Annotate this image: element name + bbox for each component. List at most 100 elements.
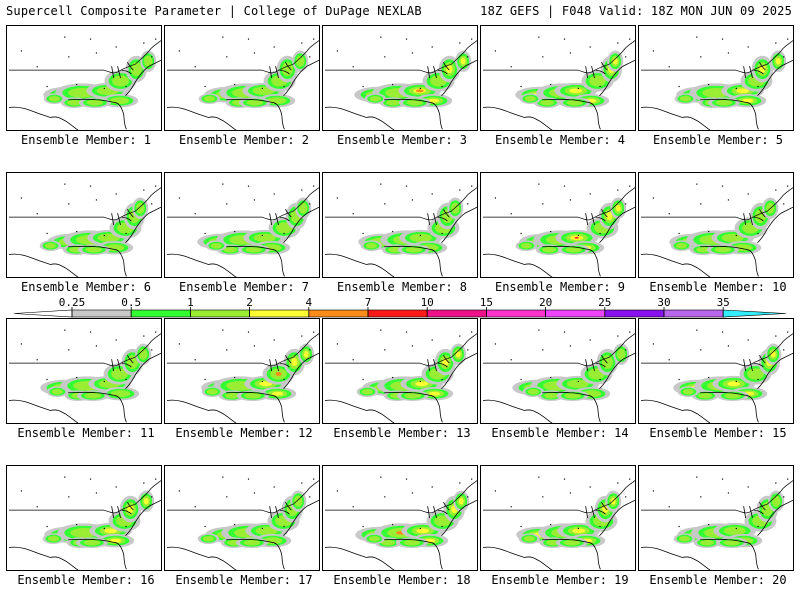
map-frame (164, 465, 320, 571)
map-marker-dot (700, 349, 702, 351)
map-marker-dot (678, 378, 680, 381)
map-marker-dot (380, 36, 382, 38)
map-marker-dot (678, 85, 680, 88)
map-marker-dot (520, 525, 522, 528)
map-marker-dot (143, 335, 145, 337)
coastline (8, 352, 161, 423)
map-marker-dot (542, 56, 544, 58)
ensemble-map (482, 476, 635, 570)
map-marker-dot (273, 339, 275, 341)
map-frame (322, 25, 478, 131)
map-marker-dot (617, 335, 619, 337)
scp-shading (85, 246, 103, 253)
ensemble-map (324, 36, 477, 130)
colorbar-bin (722, 309, 787, 318)
scp-shading (110, 390, 131, 398)
map-marker-dot (178, 197, 181, 199)
ensemble-member-label: Ensemble Member: 12 (175, 426, 313, 440)
map-marker-dot (204, 85, 206, 88)
colorbar-tick-label: 0.25 (59, 296, 86, 309)
great-lakes-outline (427, 62, 450, 79)
scp-shading (259, 381, 273, 387)
map-marker-dot (384, 203, 386, 205)
map-marker-dot (542, 496, 544, 498)
map-marker-dot (115, 193, 117, 195)
ensemble-map (482, 183, 635, 277)
scp-shading (296, 55, 305, 67)
ensemble-map (482, 329, 635, 423)
map-marker-dot (234, 230, 236, 233)
map-frame (638, 172, 794, 278)
map-marker-dot (253, 492, 256, 494)
scp-shading (203, 95, 215, 102)
map-marker-dot (459, 335, 461, 337)
map-marker-dot (783, 496, 785, 498)
map-marker-dot (569, 52, 572, 54)
map-marker-dot (352, 359, 354, 361)
map-marker-dot (419, 87, 421, 90)
ensemble-member-label: Ensemble Member: 4 (494, 133, 626, 147)
scp-shading (206, 388, 218, 395)
ensemble-member-label: Ensemble Member: 1 (20, 133, 152, 147)
scp-shading (51, 388, 63, 395)
ensemble-map (324, 476, 477, 570)
colorbar-tick-label: 35 (717, 296, 730, 309)
colorbar-tick-label: 10 (421, 296, 434, 309)
scp-shading (281, 62, 293, 77)
map-marker-dot (411, 345, 414, 347)
ensemble-member-label: Ensemble Member: 16 (17, 573, 155, 587)
scp-shading (569, 88, 583, 94)
map-marker-dot (384, 349, 386, 351)
map-marker-dot (747, 46, 749, 48)
map-marker-dot (68, 496, 70, 498)
map-marker-dot (696, 329, 698, 331)
map-marker-dot (471, 331, 473, 333)
map-marker-dot (510, 66, 512, 68)
map-marker-dot (384, 496, 386, 498)
great-lakes-outline (111, 502, 134, 519)
map-marker-dot (352, 213, 354, 215)
map-marker-dot (115, 339, 117, 341)
map-marker-dot (273, 46, 275, 48)
map-marker-dot (696, 476, 698, 478)
map-marker-dot (629, 331, 631, 333)
scp-shading (406, 99, 424, 106)
map-marker-dot (253, 52, 256, 54)
map-marker-dot (143, 42, 145, 44)
scp-shading (109, 97, 130, 105)
map-marker-dot (563, 478, 566, 480)
scp-shading (458, 498, 464, 505)
ensemble-map (166, 476, 319, 570)
scp-shading (606, 212, 613, 221)
map-marker-dot (380, 329, 382, 331)
scp-shading (243, 539, 261, 546)
map-marker-dot (155, 38, 157, 40)
map-marker-dot (757, 378, 759, 381)
map-frame (6, 318, 162, 424)
map-marker-dot (68, 56, 70, 58)
colorbar-bin (308, 309, 369, 318)
map-marker-dot (155, 478, 157, 480)
map-marker-dot (678, 232, 680, 235)
map-marker-dot (625, 349, 627, 351)
map-marker-dot (727, 199, 730, 201)
map-marker-dot (550, 523, 552, 526)
map-marker-dot (226, 56, 228, 58)
scp-shading (727, 381, 741, 387)
map-marker-dot (64, 329, 66, 331)
map-marker-dot (204, 525, 206, 528)
map-marker-dot (550, 230, 552, 233)
ensemble-member-label: Ensemble Member: 10 (649, 280, 787, 294)
scp-shading (714, 246, 732, 253)
ensemble-map (324, 329, 477, 423)
map-frame (6, 465, 162, 571)
map-marker-dot (20, 490, 23, 492)
scp-shading (428, 98, 440, 103)
ensemble-map (166, 329, 319, 423)
map-marker-dot (411, 52, 414, 54)
scp-shading (540, 99, 555, 106)
great-lakes-outline (427, 209, 450, 226)
map-marker-dot (625, 56, 627, 58)
map-frame (164, 172, 320, 278)
scp-shading (245, 246, 263, 253)
